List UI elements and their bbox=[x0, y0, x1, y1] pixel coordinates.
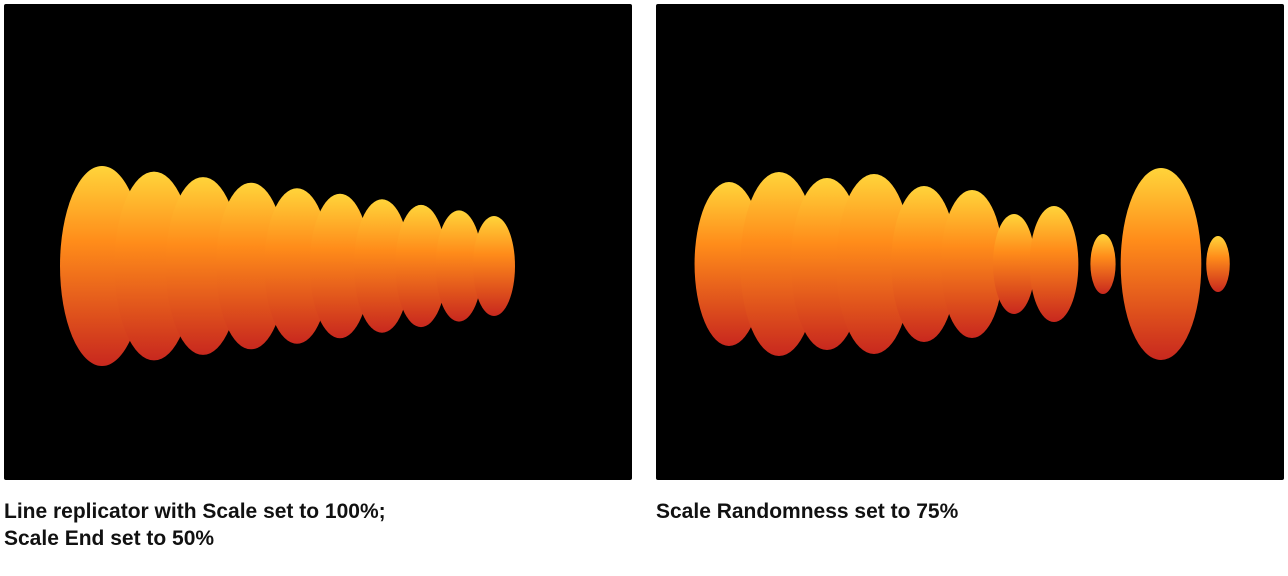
captions-row: Line replicator with Scale set to 100%; … bbox=[0, 484, 1288, 553]
ellipse-6 bbox=[993, 214, 1035, 314]
right-caption-line1: Scale Randomness set to 75% bbox=[656, 500, 958, 523]
page-root: Line replicator with Scale set to 100%; … bbox=[0, 0, 1288, 576]
ellipse-10 bbox=[1206, 236, 1230, 292]
left-canvas bbox=[4, 4, 632, 480]
right-canvas bbox=[656, 4, 1284, 480]
ellipse-7 bbox=[1030, 206, 1079, 322]
ellipse-8 bbox=[1090, 234, 1115, 294]
left-caption-line2: Scale End set to 50% bbox=[4, 527, 214, 550]
ellipse-9 bbox=[1121, 168, 1202, 360]
right-caption: Scale Randomness set to 75% bbox=[656, 498, 1284, 553]
ellipse-9 bbox=[473, 216, 515, 316]
right-canvas-svg bbox=[656, 4, 1284, 480]
left-caption-line1: Line replicator with Scale set to 100%; bbox=[4, 500, 386, 523]
left-caption: Line replicator with Scale set to 100%; … bbox=[4, 498, 632, 553]
left-canvas-svg bbox=[4, 4, 632, 480]
panels-row bbox=[0, 0, 1288, 484]
